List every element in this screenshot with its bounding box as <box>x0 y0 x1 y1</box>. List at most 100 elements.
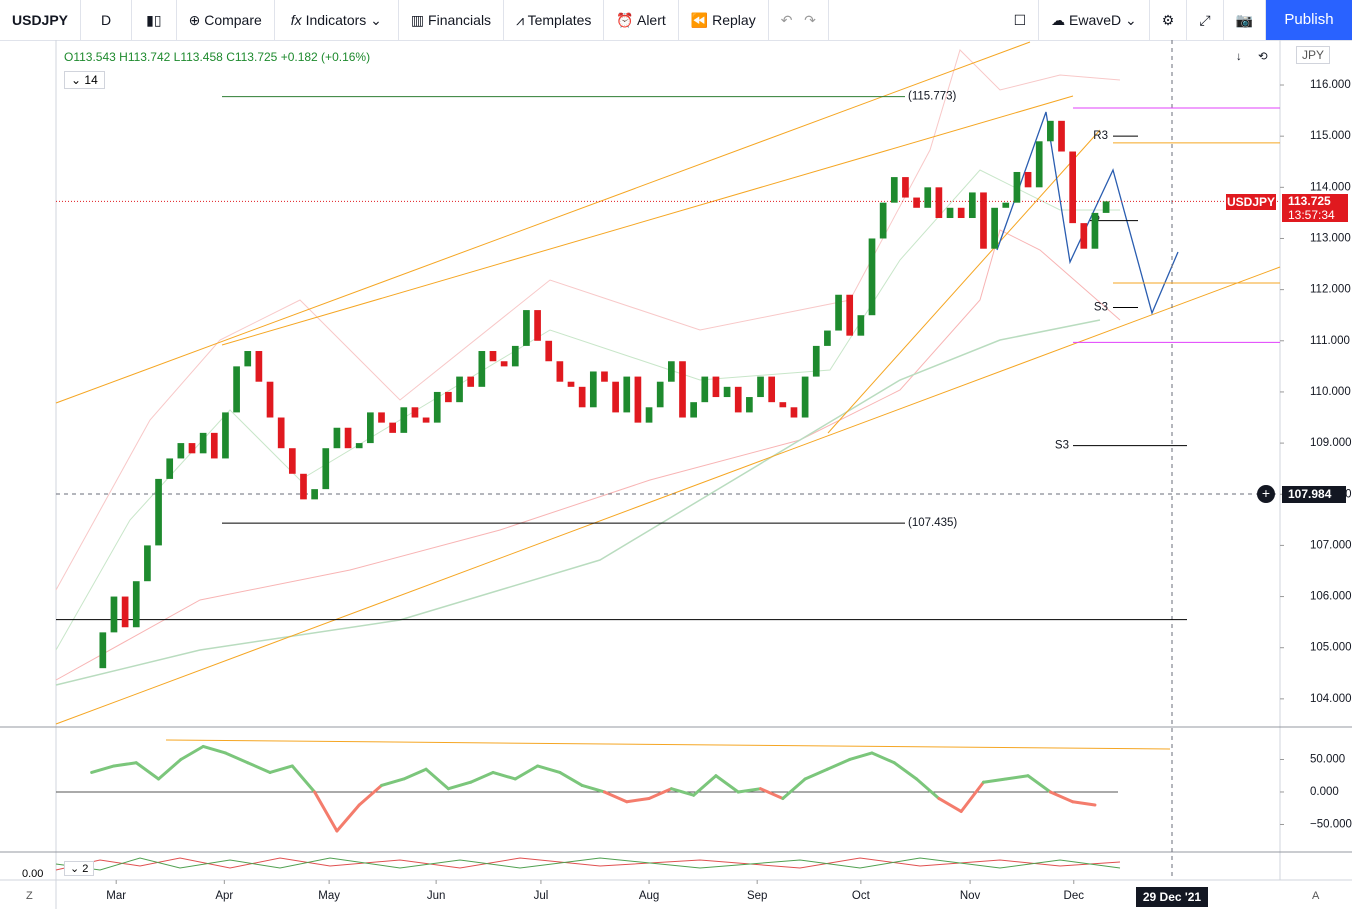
candle <box>768 376 776 403</box>
osc-segment <box>959 780 985 813</box>
change: +0.182 (+0.16%) <box>280 50 371 64</box>
x-tick-label: Nov <box>960 890 981 902</box>
add-button[interactable]: + <box>1257 485 1275 503</box>
candle <box>389 422 396 433</box>
timezone-toggle[interactable]: Z <box>26 890 33 902</box>
candle <box>824 330 831 346</box>
close: C113.725 <box>226 50 278 64</box>
auto-scale-toggle[interactable]: A <box>1312 890 1320 902</box>
x-tick-label: Sep <box>747 890 767 902</box>
indicator-toggle[interactable]: ⌄ 2 <box>64 861 95 876</box>
candle <box>534 310 541 341</box>
candle <box>322 448 330 490</box>
candle <box>601 371 608 382</box>
currency-button[interactable]: JPY <box>1296 46 1331 64</box>
candle <box>222 412 229 459</box>
sub-indicator-value: 0.00 <box>22 868 44 880</box>
candle <box>378 412 385 423</box>
candle <box>456 376 463 403</box>
candle <box>679 361 686 418</box>
candle <box>144 545 151 582</box>
osc-segment <box>736 787 763 794</box>
alert-button[interactable]: ⏰ Alert <box>604 0 679 40</box>
candle <box>300 473 307 500</box>
candle <box>311 489 318 500</box>
candle <box>924 187 932 208</box>
chart-area: ↓ ⟲ 116.000 115.000 114.000 113.000 112.000 1… <box>0 40 1352 909</box>
osc-segment <box>424 767 450 791</box>
candle <box>801 376 809 418</box>
level-label: S3 <box>1055 440 1069 452</box>
level-label: R3 <box>1093 130 1108 142</box>
candle <box>645 407 653 423</box>
trend-line <box>827 129 1101 434</box>
compare-button[interactable]: ⊕ Compare <box>177 0 275 40</box>
symbol-button[interactable]: USDJPY <box>0 0 82 40</box>
indicators-button[interactable]: fx Indicators ⌄ <box>275 0 399 40</box>
osc-tick-label: −50.000 <box>1310 819 1352 831</box>
candle <box>1047 120 1054 142</box>
y-tick-label: 107.000 <box>1310 539 1352 551</box>
candle <box>367 412 374 444</box>
candle <box>355 443 363 449</box>
osc-segment <box>179 744 205 761</box>
layout-button[interactable]: ☁ EwaveD ⌄ <box>1039 0 1150 40</box>
band-outer <box>55 49 1121 591</box>
snapshot[interactable]: 📷 <box>1224 0 1266 40</box>
candle <box>132 581 140 628</box>
osc-segment <box>781 777 807 800</box>
templates-button[interactable]: ⩘ Templates <box>504 0 605 40</box>
candle <box>857 315 865 336</box>
scroll-icon[interactable]: ↓ <box>1236 51 1242 63</box>
level-label: (107.435) <box>908 517 957 529</box>
y-tick-label: 115.000 <box>1310 130 1351 142</box>
replay-button[interactable]: ⏪ Replay <box>679 0 769 40</box>
osc-tick-label: 50.000 <box>1310 754 1345 766</box>
publish-button[interactable]: Publish <box>1266 0 1352 40</box>
candle <box>478 351 486 387</box>
maximize-icon[interactable]: ⟲ <box>1258 51 1268 63</box>
candle <box>166 458 174 479</box>
candle <box>991 207 998 249</box>
interval-button[interactable]: D <box>81 0 133 40</box>
candle <box>868 238 876 316</box>
candle <box>1080 223 1088 249</box>
x-tick-label: May <box>318 890 340 902</box>
wave-projection <box>996 111 1179 315</box>
candle <box>99 632 107 669</box>
candle <box>467 376 475 387</box>
layout-toggle[interactable]: ☐ <box>1002 0 1040 40</box>
financials-button[interactable]: ▥ Financials <box>399 0 505 40</box>
candle <box>344 427 352 449</box>
chart-style[interactable]: ▮▯ <box>132 0 177 40</box>
x-tick-label: Dec <box>1064 890 1085 902</box>
osc-segment <box>290 764 317 794</box>
y-tick-label: 109.000 <box>1310 437 1352 449</box>
candle <box>523 310 530 346</box>
candle <box>701 376 709 403</box>
x-tick-label: Jun <box>427 890 446 902</box>
candle <box>400 407 408 433</box>
candle <box>489 351 497 362</box>
osc-segment <box>246 761 272 774</box>
y-tick-label: 110.000 <box>1310 386 1351 398</box>
osc-segment <box>915 777 941 800</box>
candle <box>879 202 887 239</box>
fullscreen[interactable]: ⤢ <box>1187 0 1224 40</box>
label: Templates <box>527 12 592 28</box>
osc-segment <box>402 767 428 781</box>
osc-segment <box>803 767 829 781</box>
candle <box>746 397 753 413</box>
stochastic-line <box>55 857 1121 871</box>
candle <box>957 207 965 219</box>
osc-segment <box>1048 790 1075 804</box>
candle <box>545 340 553 362</box>
osc-segment <box>357 783 384 807</box>
osc-segment <box>90 764 116 774</box>
settings[interactable]: ⚙ <box>1150 0 1188 40</box>
undo-redo[interactable]: ↶ ↷ <box>769 0 829 40</box>
indicator-toggle[interactable]: ⌄ 14 <box>64 71 105 89</box>
candle <box>433 391 441 423</box>
osc-segment <box>580 783 606 794</box>
